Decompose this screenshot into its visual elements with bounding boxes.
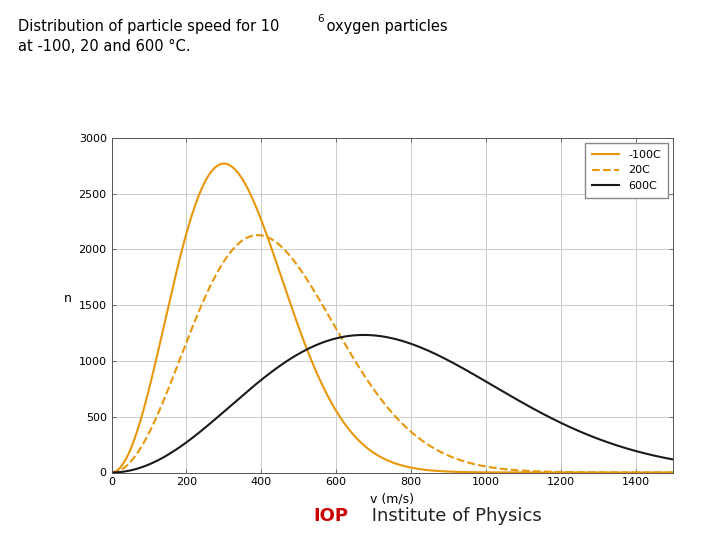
- Text: oxygen particles: oxygen particles: [322, 19, 447, 34]
- Text: at -100, 20 and 600 °C.: at -100, 20 and 600 °C.: [18, 39, 191, 54]
- Text: Institute of Physics: Institute of Physics: [366, 507, 541, 525]
- Text: IOP: IOP: [313, 507, 348, 525]
- X-axis label: v (m/s): v (m/s): [370, 493, 415, 506]
- Legend: -100C, 20C, 600C: -100C, 20C, 600C: [585, 143, 667, 198]
- Text: 6: 6: [317, 14, 323, 24]
- Y-axis label: n: n: [63, 292, 71, 305]
- Text: Distribution of particle speed for 10: Distribution of particle speed for 10: [18, 19, 279, 34]
